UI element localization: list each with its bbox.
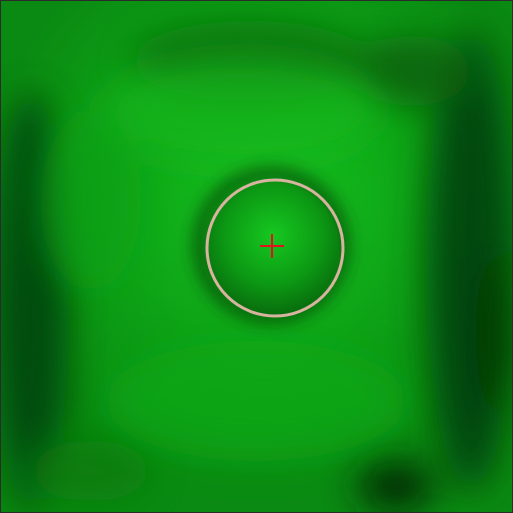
camera-feed-image: [1, 1, 513, 513]
camera-viewport[interactable]: [0, 0, 513, 513]
